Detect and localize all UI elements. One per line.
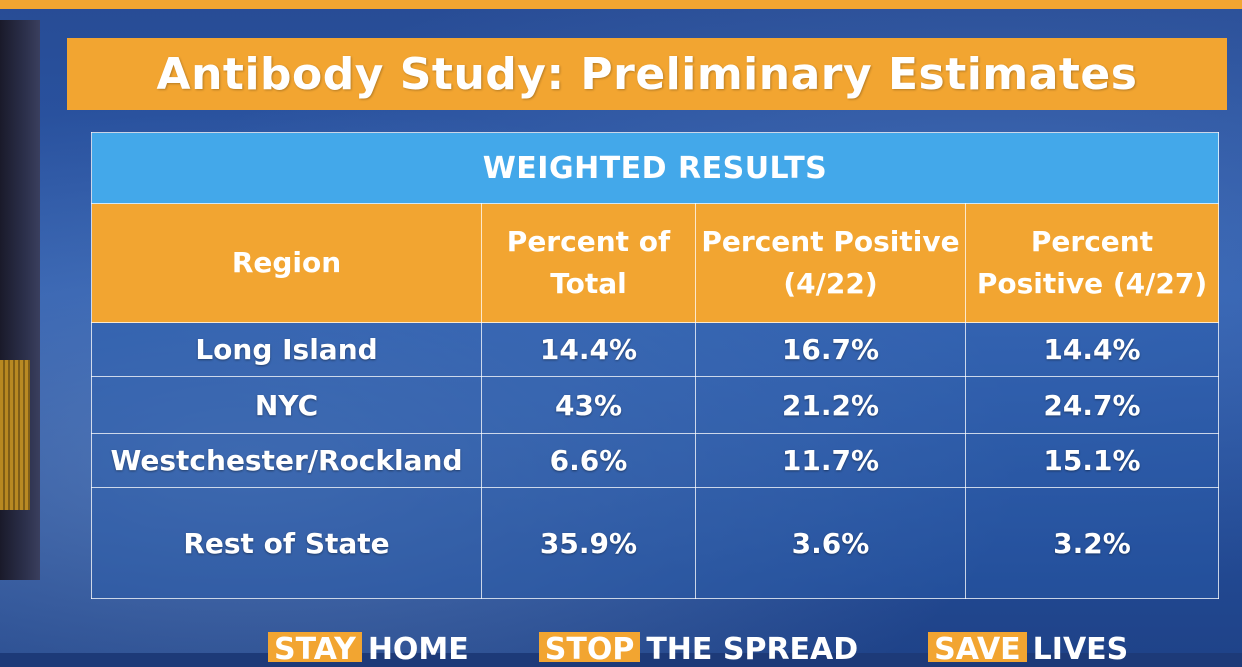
- header-percent-positive-422: Percent Positive (4/22): [695, 203, 966, 323]
- header-region: Region: [91, 203, 482, 323]
- caption-row: WEIGHTED RESULTS: [91, 132, 1219, 204]
- table-row: Westchester/Rockland 6.6% 11.7% 15.1%: [91, 433, 1219, 488]
- percent-positive-427-cell: 14.4%: [965, 322, 1219, 377]
- slogan-text: LIVES: [1032, 632, 1129, 667]
- percent-positive-422-cell: 21.2%: [695, 376, 966, 434]
- percent-total-cell: 43%: [481, 376, 696, 434]
- slogan-text: HOME: [367, 632, 469, 667]
- table-row: Long Island 14.4% 16.7% 14.4%: [91, 322, 1219, 377]
- table-caption: WEIGHTED RESULTS: [91, 132, 1219, 204]
- percent-total-cell: 6.6%: [481, 433, 696, 488]
- region-cell: Rest of State: [91, 487, 482, 599]
- header-percent-of-total: Percent of Total: [481, 203, 696, 323]
- slogan-save-lives: SAVE LIVES: [928, 632, 1129, 667]
- slogan-stay-home: STAY HOME: [268, 632, 469, 667]
- region-cell: Westchester/Rockland: [91, 433, 482, 488]
- slogan-highlight: STOP: [538, 632, 641, 667]
- slogan-highlight: SAVE: [928, 632, 1027, 667]
- flag-fringe: [0, 360, 30, 510]
- header-row: Region Percent of Total Percent Positive…: [91, 203, 1219, 323]
- slogan-footer: STAY HOME STOP THE SPREAD SAVE LIVES: [268, 632, 1168, 667]
- table-row: Rest of State 35.9% 3.6% 3.2%: [91, 487, 1219, 599]
- page-title: Antibody Study: Preliminary Estimates: [156, 48, 1138, 100]
- slogan-stop-the-spread: STOP THE SPREAD: [538, 632, 859, 667]
- region-cell: NYC: [91, 376, 482, 434]
- percent-positive-427-cell: 3.2%: [965, 487, 1219, 599]
- percent-positive-427-cell: 24.7%: [965, 376, 1219, 434]
- slogan-highlight: STAY: [268, 632, 362, 667]
- results-table: WEIGHTED RESULTS Region Percent of Total…: [91, 132, 1219, 599]
- table-row: NYC 43% 21.2% 24.7%: [91, 376, 1219, 434]
- slogan-text: THE SPREAD: [646, 632, 859, 667]
- title-banner: Antibody Study: Preliminary Estimates: [67, 38, 1227, 110]
- percent-positive-427-cell: 15.1%: [965, 433, 1219, 488]
- percent-positive-422-cell: 11.7%: [695, 433, 966, 488]
- header-percent-positive-427: Percent Positive (4/27): [965, 203, 1219, 323]
- percent-positive-422-cell: 16.7%: [695, 322, 966, 377]
- percent-positive-422-cell: 3.6%: [695, 487, 966, 599]
- percent-total-cell: 14.4%: [481, 322, 696, 377]
- region-cell: Long Island: [91, 322, 482, 377]
- top-strip: [0, 0, 1242, 9]
- percent-total-cell: 35.9%: [481, 487, 696, 599]
